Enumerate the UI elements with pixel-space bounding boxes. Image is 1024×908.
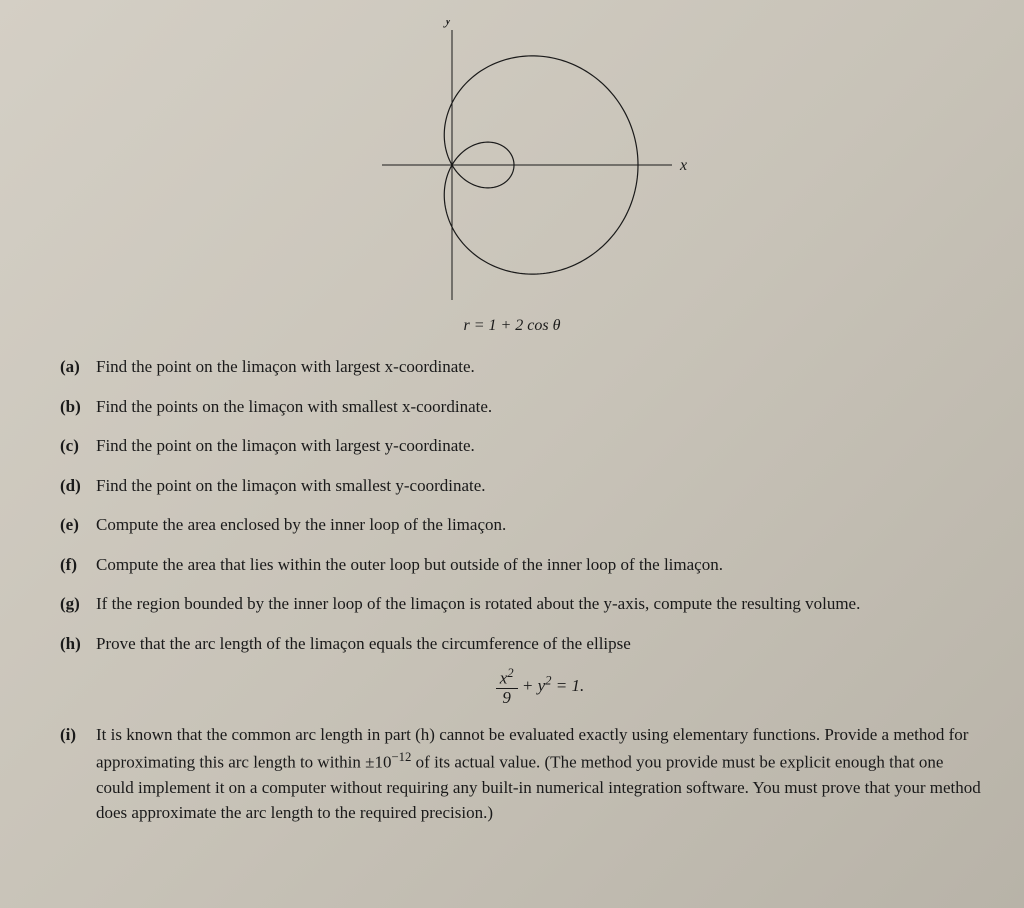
label-g: (g)	[60, 591, 80, 617]
ellipse-equation: x2 9 + y2 = 1.	[96, 666, 984, 708]
text-e: Compute the area enclosed by the inner l…	[96, 515, 506, 534]
label-b: (b)	[60, 394, 81, 420]
limacon-plot: xy	[332, 20, 692, 310]
label-d: (d)	[60, 473, 81, 499]
text-b: Find the points on the limaçon with smal…	[96, 397, 492, 416]
text-h: Prove that the arc length of the limaçon…	[96, 634, 631, 653]
fraction: x2 9	[496, 666, 518, 708]
exponent-i: −12	[391, 750, 411, 764]
problem-f: (f) Compute the area that lies within th…	[60, 552, 984, 578]
text-g: If the region bounded by the inner loop …	[96, 594, 860, 613]
text-c: Find the point on the limaçon with large…	[96, 436, 475, 455]
text-d: Find the point on the limaçon with small…	[96, 476, 486, 495]
label-e: (e)	[60, 512, 79, 538]
problem-g: (g) If the region bounded by the inner l…	[60, 591, 984, 617]
problem-h: (h) Prove that the arc length of the lim…	[60, 631, 984, 709]
problem-a: (a) Find the point on the limaçon with l…	[60, 354, 984, 380]
figure-container: xy r = 1 + 2 cos θ	[302, 20, 722, 338]
fraction-denominator: 9	[496, 689, 518, 708]
problem-b: (b) Find the points on the limaçon with …	[60, 394, 984, 420]
equals-one: = 1.	[556, 676, 584, 695]
problem-d: (d) Find the point on the limaçon with s…	[60, 473, 984, 499]
svg-text:x: x	[679, 157, 687, 174]
label-a: (a)	[60, 354, 80, 380]
label-c: (c)	[60, 433, 79, 459]
label-f: (f)	[60, 552, 77, 578]
figure-caption: r = 1 + 2 cos θ	[302, 314, 722, 338]
plus-y: + y2	[522, 676, 552, 695]
equation-text: r = 1 + 2 cos θ	[463, 317, 560, 334]
text-a: Find the point on the limaçon with large…	[96, 357, 475, 376]
problem-c: (c) Find the point on the limaçon with l…	[60, 433, 984, 459]
problem-i: (i) It is known that the common arc leng…	[60, 722, 984, 826]
problem-list: (a) Find the point on the limaçon with l…	[60, 354, 984, 826]
label-i: (i)	[60, 722, 76, 748]
text-f: Compute the area that lies within the ou…	[96, 555, 723, 574]
problem-e: (e) Compute the area enclosed by the inn…	[60, 512, 984, 538]
label-h: (h)	[60, 631, 81, 657]
fraction-numerator: x2	[496, 666, 518, 689]
svg-text:y: y	[442, 20, 452, 28]
